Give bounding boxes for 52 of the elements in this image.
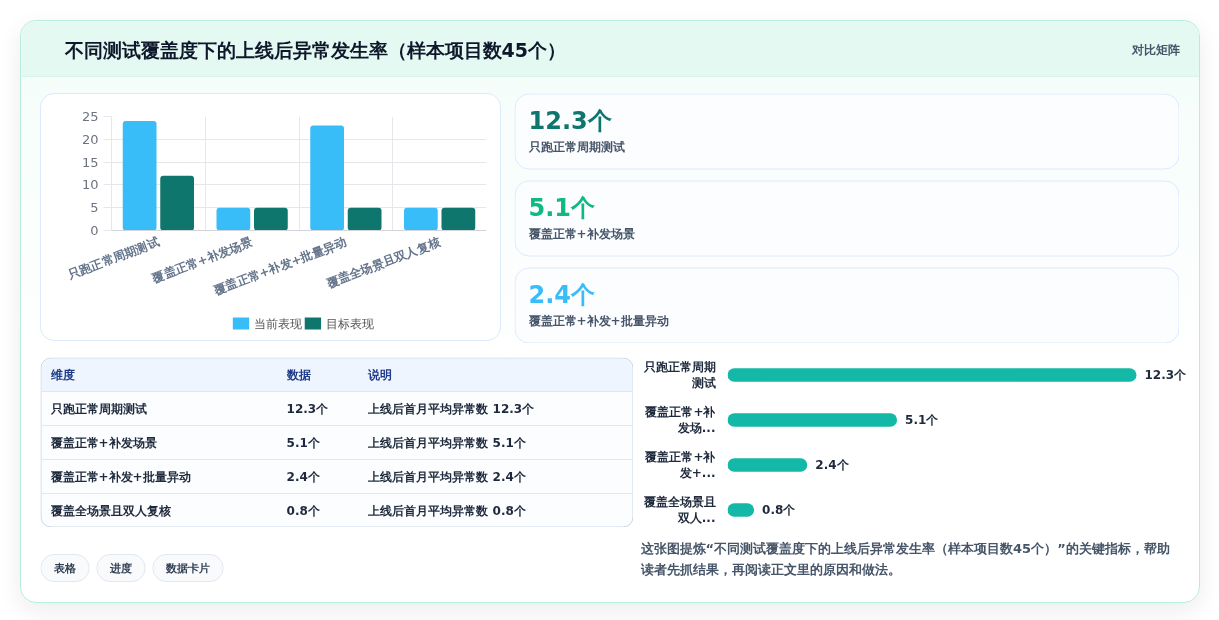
bar	[441, 207, 476, 231]
bar	[727, 368, 1137, 382]
text: 0.8个	[286, 503, 320, 518]
text: 上线后首月平均异常数 5.1个	[368, 435, 526, 450]
category-label: 数据	[285, 367, 311, 382]
y-tick-label: 5	[90, 200, 99, 216]
y-tick-label: 只跑正常周期测试	[642, 359, 716, 391]
text: 上线后首月平均异常数 12.3个	[368, 401, 535, 416]
y-tick-label: 覆盖正常+补发+...	[644, 449, 717, 481]
y-tick-label: 25	[81, 109, 99, 124]
y-tick-label: 0	[90, 223, 99, 238]
category-label: 覆盖正常+补发+批量异动	[527, 314, 669, 329]
bar	[404, 207, 438, 231]
bar	[347, 207, 382, 231]
data-label: 2.4个	[815, 458, 850, 472]
y-tick-label: 覆盖正常+补发场...	[644, 404, 717, 436]
bar	[727, 413, 898, 427]
legend-label: 目标表现	[325, 316, 374, 331]
text: 12.3个	[528, 106, 612, 135]
text: 5.1个	[528, 193, 596, 222]
text: 5.1个	[286, 435, 320, 450]
text: 12.3个	[286, 401, 329, 416]
text: 覆盖全场景且双人复核	[50, 503, 171, 518]
bar	[122, 121, 157, 231]
text: 覆盖正常+补发场景	[50, 435, 157, 450]
bar	[160, 175, 194, 231]
data-label: 5.1个	[905, 413, 940, 427]
bar	[727, 458, 808, 472]
category-label: 只跑正常周期测试	[527, 140, 625, 155]
text: 对比矩阵	[1130, 42, 1180, 57]
text: 覆盖正常+补发+批量异动	[50, 469, 191, 484]
category-label: 维度	[49, 367, 75, 382]
bar	[310, 125, 344, 231]
text: 这张图提炼“不同测试覆盖度下的上线后异常发生率（样本项目数45个）”的关键指标，帮助读者先抓结果，再阅读正文里的原因和做法。	[639, 541, 1170, 577]
text: 不同测试覆盖度下的上线后异常发生率（样本项目数45个）	[63, 38, 566, 61]
text: 2.4个	[528, 280, 596, 309]
bar	[254, 207, 288, 231]
legend-label: 当前表现	[254, 316, 303, 331]
y-tick-label: 20	[81, 131, 99, 147]
y-tick-label: 10	[81, 177, 99, 193]
text: 上线后首月平均异常数 2.4个	[368, 469, 526, 484]
data-label: 12.3个	[1144, 368, 1188, 382]
category-label: 进度	[109, 561, 132, 575]
y-tick-label: 15	[81, 154, 99, 170]
data-label: 0.8个	[762, 503, 797, 517]
category-label: 表格	[53, 561, 77, 575]
y-tick-label: 覆盖全场景且双人...	[642, 494, 716, 526]
category-label: 说明	[367, 367, 393, 382]
text: 上线后首月平均异常数 0.8个	[368, 503, 526, 518]
bar	[216, 207, 251, 231]
text: 2.4个	[286, 469, 320, 484]
category-label: 数据卡片	[165, 561, 210, 575]
